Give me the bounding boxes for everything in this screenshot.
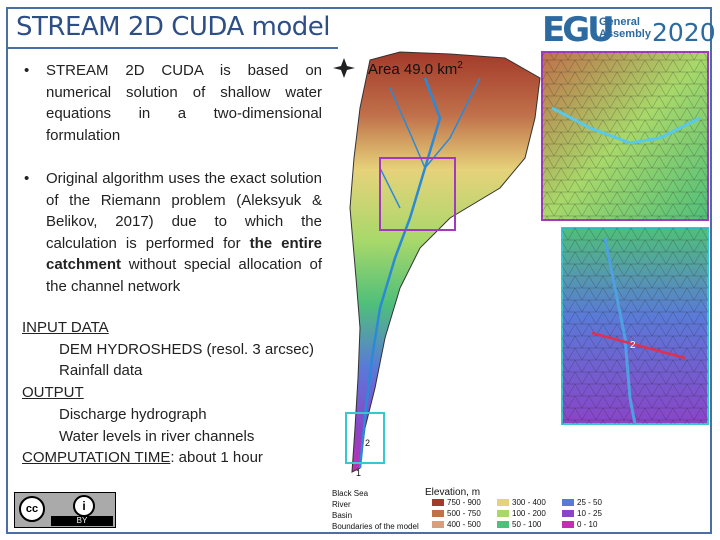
legend-title: Elevation, m: [425, 487, 481, 498]
marker-label: 2: [365, 438, 370, 448]
legend-swatch: [497, 510, 509, 518]
output-item: Water levels in river channels: [59, 427, 255, 445]
bullet-dot: •: [24, 170, 30, 187]
text-panel: • STREAM 2D CUDA is based on numerical s…: [12, 50, 332, 532]
computation-time: COMPUTATION TIME: about 1 hour: [22, 449, 263, 467]
legend-swatch: [562, 499, 574, 507]
area-label: Area 49.0 km2: [368, 60, 463, 78]
egu-logo: EGU General Assembly 2020: [542, 10, 716, 50]
title-underline: [8, 47, 338, 49]
legend-swatch: [562, 510, 574, 518]
legend-swatch: [497, 499, 509, 507]
marker-label: 2: [630, 340, 636, 351]
bullet-dot: •: [24, 62, 30, 79]
bullet-item: • STREAM 2D CUDA is based on numerical s…: [24, 60, 322, 146]
output-heading: OUTPUT: [22, 384, 84, 402]
marker-label: 1: [356, 468, 361, 478]
output-item: Discharge hydrograph: [59, 405, 207, 423]
slide-title: STREAM 2D CUDA model: [16, 12, 330, 42]
legend-label: 0 - 10: [577, 520, 598, 529]
legend-label: 100 - 200: [512, 509, 546, 518]
legend-item: 25 - 50: [562, 498, 602, 507]
zoom-box-purple: [379, 157, 456, 231]
legend-label: 500 - 750: [447, 509, 481, 518]
input-item: DEM HYDROSHEDS (resol. 3 arcsec): [59, 340, 315, 358]
bullet-text: Original algorithm uses the exact soluti…: [46, 170, 323, 295]
bullet-text: STREAM 2D CUDA is based on numerical sol…: [46, 62, 322, 144]
person-icon: i: [73, 495, 95, 517]
inset-mesh-top: [541, 51, 709, 221]
compass-icon: [333, 58, 355, 78]
cc-by-license-badge: cc i BY: [14, 492, 116, 528]
zoom-box-cyan: [345, 412, 385, 464]
slide-frame: [6, 7, 712, 534]
legend-label: 25 - 50: [577, 498, 602, 507]
legend-item: 100 - 200: [497, 509, 546, 518]
legend-item: 0 - 10: [562, 520, 597, 529]
bullet-item: • Original algorithm uses the exact solu…: [24, 168, 323, 297]
data-section: INPUT DATA DEM HYDROSHEDS (resol. 3 arcs…: [22, 317, 314, 469]
legend-item: 300 - 400: [497, 498, 546, 507]
input-heading: INPUT DATA: [22, 319, 109, 336]
river-line: [358, 77, 442, 469]
legend-item-sea: Black Sea: [332, 489, 369, 498]
legend-label: 300 - 400: [512, 498, 546, 507]
legend-label: 400 - 500: [447, 520, 481, 529]
license-by: BY: [51, 516, 113, 526]
legend-item: 750 - 900: [432, 498, 481, 507]
egu-logo-text: General Assembly: [599, 16, 651, 40]
legend-item-boundaries: Boundaries of the model: [332, 522, 419, 531]
legend-item: 10 - 25: [562, 509, 602, 518]
legend-label: 50 - 100: [512, 520, 542, 529]
legend-label: 10 - 25: [577, 509, 602, 518]
cc-icon: cc: [19, 496, 45, 522]
legend-swatch: [497, 521, 509, 529]
legend-item-river: River: [332, 500, 351, 509]
egu-logo-mark: EGU: [542, 10, 615, 50]
input-item: Rainfall data: [59, 362, 143, 380]
legend-swatch: [562, 521, 574, 529]
legend-swatch: [432, 521, 444, 529]
legend-item: 400 - 500: [432, 520, 481, 529]
legend-item-basin: Basin: [332, 511, 353, 520]
legend-item: 50 - 100: [497, 520, 541, 529]
legend-swatch: [432, 510, 444, 518]
catchment-basin: [349, 51, 541, 473]
legend-swatch: [432, 499, 444, 507]
inset-mesh-bottom: 2: [561, 227, 709, 425]
egu-year: 2020: [652, 18, 716, 47]
legend-label: 750 - 900: [447, 498, 481, 507]
catchment-map: 2 1 2: [333, 51, 709, 478]
legend-item: 500 - 750: [432, 509, 481, 518]
